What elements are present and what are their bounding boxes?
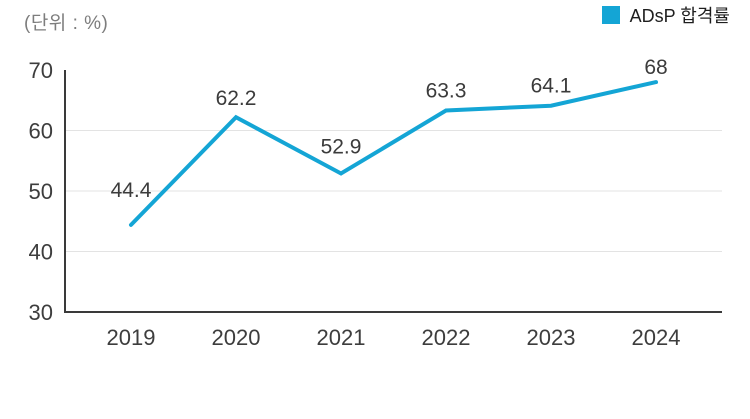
data-label: 68 <box>644 56 667 79</box>
x-tick-label: 2021 <box>317 325 366 350</box>
data-label: 62.2 <box>216 87 257 110</box>
x-tick-label: 2022 <box>422 325 471 350</box>
legend-swatch-icon <box>601 6 620 24</box>
legend: ADsP 합격률 <box>601 2 730 28</box>
x-tick-label: 2020 <box>212 325 261 350</box>
data-label: 44.4 <box>111 179 152 202</box>
x-tick-label: 2023 <box>527 325 576 350</box>
x-tick-label: 2019 <box>107 325 156 350</box>
y-tick-label: 40 <box>29 240 53 265</box>
legend-label: ADsP 합격률 <box>629 6 730 26</box>
data-label: 64.1 <box>531 75 572 98</box>
y-tick-label: 50 <box>29 179 53 204</box>
x-tick-label: 2024 <box>632 325 681 350</box>
y-tick-label: 60 <box>29 119 53 144</box>
y-tick-label: 70 <box>29 58 53 83</box>
data-label: 63.3 <box>426 80 467 103</box>
unit-label: (단위 : %) <box>24 13 109 34</box>
series-line <box>129 80 658 227</box>
data-label: 52.9 <box>321 135 362 158</box>
y-tick-label: 30 <box>29 300 53 325</box>
